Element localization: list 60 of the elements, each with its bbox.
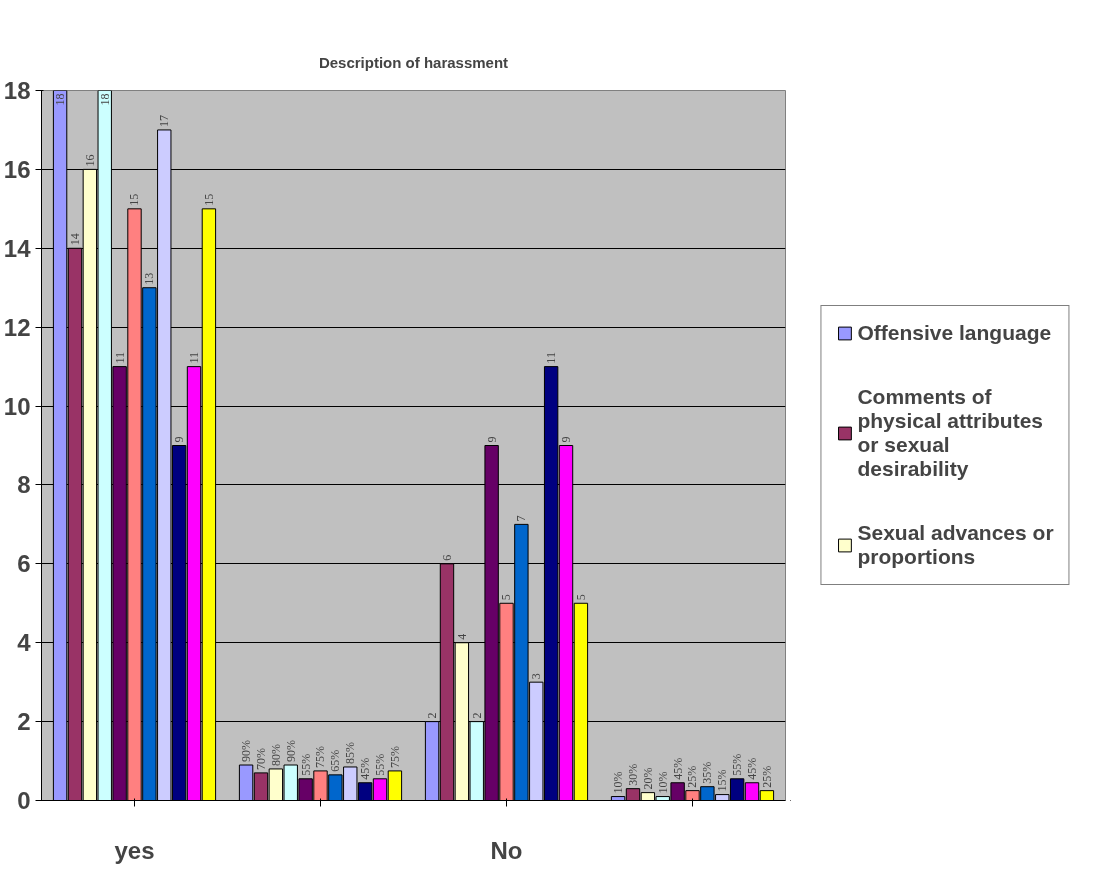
legend-label: Offensive language	[857, 321, 1052, 345]
data-label: 10%	[611, 771, 626, 794]
data-label: 15	[127, 193, 142, 206]
data-label: 18	[97, 93, 112, 106]
y-tick-label: 16	[3, 155, 31, 183]
data-label: 13	[142, 272, 157, 285]
data-label: 6	[439, 554, 454, 561]
data-label: 90%	[283, 740, 298, 762]
x-tick-label: yes	[114, 836, 155, 864]
data-label: 9	[172, 436, 187, 443]
data-label: 16	[82, 154, 97, 167]
data-label: 75%	[387, 745, 402, 768]
data-label: 35%	[700, 761, 715, 784]
data-label: 25%	[759, 765, 774, 788]
data-label: 45%	[745, 757, 760, 780]
legend-label: Sexual advances or proportions	[857, 521, 1054, 569]
data-label: 10%	[655, 771, 670, 794]
y-tick-label: 18	[3, 77, 31, 104]
data-label: 9	[484, 436, 499, 443]
data-label: 55%	[298, 753, 313, 776]
data-label: 11	[544, 352, 559, 364]
data-label: 5	[573, 594, 588, 601]
y-tick-label: 2	[17, 708, 31, 736]
y-tick-label: 14	[3, 234, 32, 262]
y-tick-label: 0	[17, 787, 31, 814]
data-label: 45%	[358, 757, 373, 780]
y-tick-label: 10	[3, 392, 31, 420]
data-label: 30%	[625, 763, 640, 786]
data-label: 17	[157, 114, 172, 127]
y-tick-label: 4	[17, 629, 32, 657]
data-label: 80%	[268, 743, 283, 766]
data-label: 15	[201, 193, 216, 206]
data-label: 11	[112, 352, 127, 364]
data-label: 9	[559, 436, 574, 443]
data-label: 7	[514, 515, 529, 522]
data-label: 11	[187, 352, 202, 364]
y-tick-label: 6	[17, 550, 31, 578]
data-label: 5	[499, 594, 514, 601]
data-label: 14	[67, 233, 82, 246]
data-label: 70%	[253, 747, 268, 770]
data-label: 3	[529, 673, 544, 680]
legend-label: Comments of physical attributes or sexual desirability	[857, 385, 1044, 481]
x-tick-label: No	[490, 836, 523, 864]
data-label: 65%	[328, 749, 343, 772]
data-label: 55%	[373, 753, 388, 776]
data-label: 85%	[343, 741, 358, 764]
data-label: 75%	[313, 745, 328, 768]
data-label: 45%	[670, 757, 685, 780]
data-label: 4	[454, 633, 469, 640]
data-label: 55%	[730, 753, 745, 776]
data-label: 25%	[685, 765, 700, 788]
data-label: 2	[469, 712, 484, 719]
chart-title: Description of harassment	[318, 53, 509, 71]
y-tick-label: 8	[17, 471, 31, 499]
data-label: 18	[53, 93, 68, 106]
data-label: 20%	[640, 767, 655, 790]
data-label: 2	[425, 712, 440, 719]
y-tick-label: 12	[3, 313, 31, 341]
data-label: 15%	[715, 769, 730, 792]
data-label: 90%	[239, 740, 254, 762]
